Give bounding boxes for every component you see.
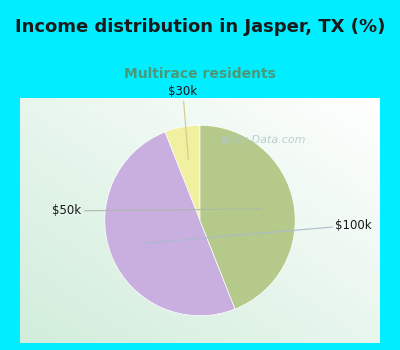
Text: $100k: $100k — [142, 219, 372, 243]
Wedge shape — [200, 125, 295, 309]
Text: City-Data.com: City-Data.com — [227, 135, 306, 145]
Text: ●: ● — [220, 135, 228, 145]
Wedge shape — [165, 125, 200, 220]
Wedge shape — [105, 132, 235, 316]
Text: Income distribution in Jasper, TX (%): Income distribution in Jasper, TX (%) — [15, 19, 385, 36]
Text: $30k: $30k — [168, 85, 198, 160]
Text: $50k: $50k — [52, 204, 261, 217]
Text: Multirace residents: Multirace residents — [124, 66, 276, 80]
